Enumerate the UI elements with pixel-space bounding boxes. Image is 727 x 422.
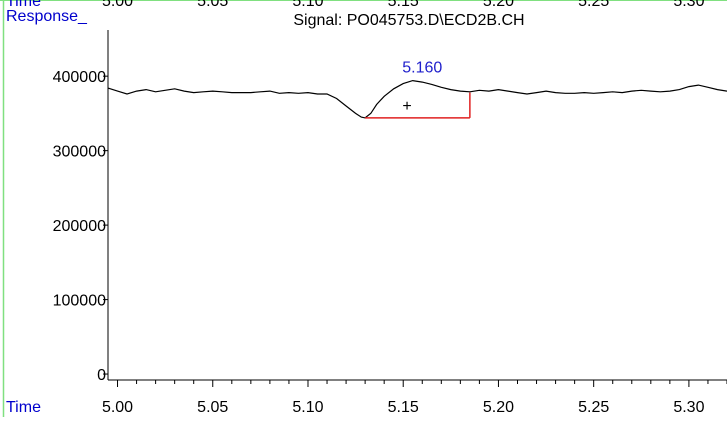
top-strip-tick-label: 5.10: [292, 0, 323, 10]
x-tick-label: 5.10: [292, 399, 323, 416]
y-axis-label: Response_: [6, 8, 88, 25]
top-strip-tick-label: 5.25: [578, 0, 609, 10]
top-strip-tick-labels: 5.00 5.05 5.10 5.15 5.20 5.25 5.30: [102, 0, 705, 10]
y-tick-label: 100000: [53, 293, 106, 310]
x-tick-label: 5.00: [102, 399, 133, 416]
top-strip-time-label: Time: [6, 0, 41, 10]
top-strip-tick-label: 5.00: [102, 0, 133, 10]
y-axis-ticks: 0 100000 200000 300000 400000: [53, 69, 108, 384]
signal-trace: [107, 79, 727, 119]
peak-retention-label: 5.160: [402, 60, 442, 77]
x-tick-label: 5.30: [673, 399, 704, 416]
x-tick-label: 5.05: [197, 399, 228, 416]
top-strip-tick-label: 5.30: [673, 0, 704, 10]
y-tick-label: 200000: [53, 218, 106, 235]
peak-marker: +: [402, 98, 411, 115]
x-tick-label: 5.15: [388, 399, 419, 416]
x-axis-label: Time: [6, 399, 41, 416]
chart-title: Signal: PO045753.D\ECD2B.CH: [293, 12, 524, 29]
y-tick-label: 0: [97, 367, 106, 384]
top-strip-tick-label: 5.20: [483, 0, 514, 10]
x-axis-ticks: 5.00 5.05 5.10 5.15 5.20 5.25 5.30: [102, 380, 727, 416]
x-tick-label: 5.20: [483, 399, 514, 416]
x-tick-label: 5.25: [578, 399, 609, 416]
top-strip-tick-label: 5.05: [197, 0, 228, 10]
top-strip-tick-label: 5.15: [388, 0, 419, 10]
y-tick-label: 300000: [53, 144, 106, 161]
y-tick-label: 400000: [53, 69, 106, 86]
